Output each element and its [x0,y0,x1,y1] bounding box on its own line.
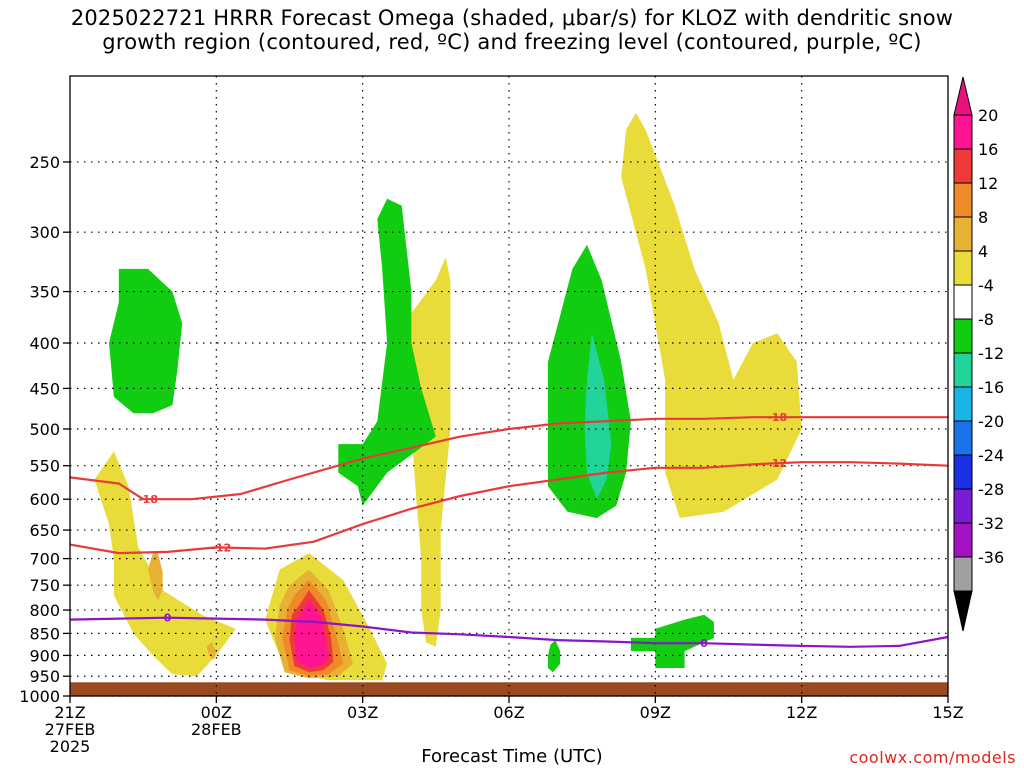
colorbar-label-14: -36 [978,548,1004,567]
contour-label--12-1: -12 [211,542,231,555]
x-tick-label-12-1: 09Z [640,703,671,722]
contour--18 [69,416,948,501]
omega-region-10 [294,600,329,668]
credit-text: coolwx.com/models [849,748,1016,767]
colorbar-swatch-13 [953,522,973,558]
contour-label-0-2: 0 [700,637,708,650]
grid-lines [70,76,948,697]
colorbar-label-10: -20 [978,412,1004,431]
colorbar-label-3: 12 [978,174,998,193]
ground-layer [70,682,948,696]
colorbar-label-2: 16 [978,140,998,159]
colorbar-swatch-10 [953,420,973,456]
chart-title-line-1: 2025022721 HRRR Forecast Omega (shaded, … [70,6,954,30]
omega-region-16 [584,333,612,500]
colorbar-swatch-2 [953,148,973,184]
colorbar-label-4: 8 [978,208,988,227]
omega-region-3 [411,257,451,647]
colorbar-swatch-11 [953,454,973,490]
omega-shading [94,112,802,681]
colorbar-label-5: 4 [978,242,988,261]
plot-border [69,75,949,697]
colorbar-label-8: -12 [978,344,1004,363]
omega-region-15 [630,614,714,668]
colorbar-swatch-9 [953,386,973,422]
x-tick-label-6-1: 03Z [347,703,378,722]
y-tick-label-800: 800 [29,601,60,620]
colorbar-label-9: -16 [978,378,1004,397]
y-tick-label-550: 550 [29,457,60,476]
colorbar-swatch-4 [953,216,973,252]
chart-title-line-2: growth region (contoured, red, ºC) and f… [102,30,922,54]
contour-label-0-1: 0 [164,612,172,625]
x-tick-label-15-1: 12Z [786,703,817,722]
y-tick-label-700: 700 [29,550,60,569]
colorbar-swatch-3 [953,182,973,218]
omega-region-6 [206,642,217,660]
contour-label--12-2: -12 [767,457,787,470]
omega-region-14 [548,640,561,673]
y-axis: 250 300 350 400 450 500 550 600 650 700 750 800 850 9… [19,153,70,706]
y-tick-label-600: 600 [29,490,60,509]
colorbar-swatch-14 [953,556,973,592]
colorbar-label-11: -24 [978,446,1004,465]
y-tick-label-450: 450 [29,379,60,398]
colorbar-swatch-1 [953,114,973,150]
colorbar-label-12: -28 [978,480,1004,499]
y-tick-label-1000: 1000 [19,687,60,706]
x-tick-label-0-1: 21Z [54,703,85,722]
colorbar-swatch-6 [953,284,973,320]
y-tick-label-650: 650 [29,521,60,540]
omega-region-1 [94,451,236,677]
omega-region-11 [109,268,183,414]
colorbar-swatch-12 [953,488,973,524]
colorbar-swatch-7 [953,318,973,354]
x-tick-label-18-1: 15Z [932,703,963,722]
y-tick-label-300: 300 [29,223,60,242]
y-tick-label-250: 250 [29,153,60,172]
y-tick-label-400: 400 [29,334,60,353]
x-tick-label-3-1: 00Z [201,703,232,722]
y-tick-label-750: 750 [29,576,60,595]
y-tick-label-950: 950 [29,667,60,686]
x-axis-label: Forecast Time (UTC) [421,746,603,767]
ground-fill [70,682,948,696]
omega-region-5 [148,553,163,601]
y-tick-label-350: 350 [29,283,60,302]
colorbar: 20 16 12 8 4 -4 -8 -12 -16 -20 -24 -28 -32 -36 [953,76,1004,632]
y-tick-label-500: 500 [29,420,60,439]
contour-label--18-1: -18 [138,493,158,506]
contour-lines: -18 -18 -12 -12 0 0 [69,411,949,650]
colorbar-bottom-arrow [953,590,973,632]
contour-label--18-2: -18 [767,411,787,424]
x-tick-label-0-3: 2025 [50,737,91,756]
colorbar-top-arrow [953,76,973,116]
colorbar-label-1: 20 [978,106,998,125]
omega-region-12 [338,198,436,506]
colorbar-swatch-8 [953,352,973,388]
colorbar-label-7: -8 [978,310,994,329]
x-tick-label-9-1: 06Z [493,703,524,722]
colorbar-label-6: -4 [978,276,994,295]
chart-title: 2025022721 HRRR Forecast Omega (shaded, … [0,6,1024,54]
x-tick-label-3-2: 28FEB [191,720,242,739]
x-tick-label-0-2: 27FEB [45,720,96,739]
colorbar-swatch-5 [953,250,973,286]
y-tick-label-850: 850 [29,624,60,643]
y-tick-label-900: 900 [29,646,60,665]
contour-0 [69,616,949,648]
plot-frame [69,75,949,697]
contour--12 [69,461,949,555]
colorbar-label-13: -32 [978,514,1004,533]
